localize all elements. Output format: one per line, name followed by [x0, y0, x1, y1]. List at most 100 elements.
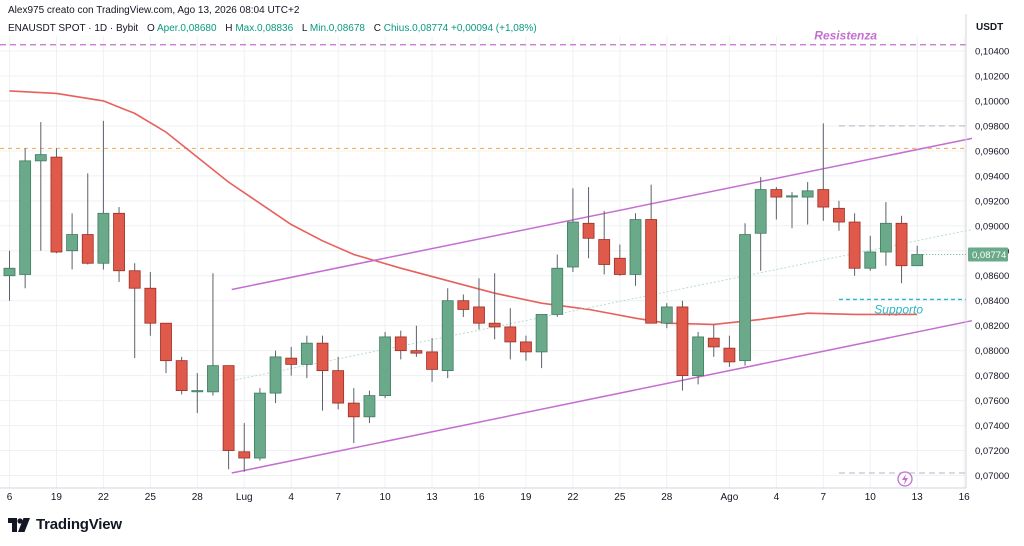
candle-body	[504, 326, 517, 343]
candle-up	[97, 120, 110, 270]
x-tick-label: 10	[380, 492, 392, 503]
y-tick-label: 0,08000	[975, 346, 1009, 357]
chart-credit: Alex975 creato con TradingView.com, Ago …	[8, 5, 300, 16]
candle-body	[488, 322, 501, 328]
candle-body	[723, 347, 736, 363]
y-tick-label: 0,09800	[975, 121, 1009, 132]
grid	[0, 36, 966, 488]
x-tick-label: 4	[774, 492, 780, 503]
candle-body	[316, 342, 329, 372]
candle-body	[660, 306, 673, 324]
candle-up	[864, 235, 877, 271]
symbol-name[interactable]: ENAUSDT SPOT · 1D · Bybit	[8, 23, 139, 34]
candles	[3, 120, 924, 472]
candle-up	[19, 148, 32, 289]
candle-down	[410, 325, 423, 357]
candle-body	[3, 267, 16, 277]
x-tick-label: 16	[959, 492, 971, 503]
candle-down	[598, 210, 611, 275]
candle-body	[770, 189, 783, 198]
candle-down	[645, 184, 658, 324]
y-tick-label: 0,09400	[975, 171, 1009, 182]
candle-body	[786, 195, 798, 198]
y-tick-label: 0,07800	[975, 371, 1009, 382]
candle-body	[520, 341, 532, 353]
x-tick-label: 6	[7, 492, 13, 503]
candle-up	[363, 390, 376, 424]
candle-body	[441, 300, 454, 372]
candle-down	[848, 213, 861, 276]
high-label: H	[225, 23, 233, 34]
candle-up	[786, 192, 798, 229]
candle-up	[207, 273, 219, 396]
candle-up	[253, 388, 266, 461]
candle-down	[504, 308, 517, 360]
candle-body	[707, 337, 720, 348]
candle-down	[488, 273, 501, 340]
candle-body	[692, 336, 704, 377]
candle-down	[457, 294, 470, 317]
candle-down	[770, 187, 783, 220]
y-tick-label: 0,08400	[975, 296, 1009, 307]
candle-up	[754, 177, 767, 271]
candle-down	[833, 200, 845, 231]
level-label-resistenza: Resistenza	[814, 29, 877, 43]
y-tick-label: 0,07000	[975, 471, 1009, 482]
x-tick-label: 19	[520, 492, 532, 503]
candle-down	[175, 356, 188, 395]
x-tick-label: 25	[614, 492, 626, 503]
x-tick-label: 10	[865, 492, 877, 503]
candle-body	[347, 402, 360, 418]
level-label-supporto: Supporto	[874, 302, 923, 316]
candle-up	[3, 250, 16, 301]
axes: 0,07000 0,07200 0,07400 0,07600 0,07800 0,080…	[0, 14, 1009, 503]
channel-midline	[231, 229, 973, 382]
candle-up	[441, 288, 454, 379]
candle-body	[645, 219, 658, 324]
candle-down	[347, 388, 360, 444]
candle-down	[285, 346, 298, 376]
last-price-tag	[968, 247, 1008, 262]
candle-up	[567, 188, 579, 272]
candle-up	[801, 182, 814, 225]
candle-body	[269, 356, 282, 394]
y-tick-label: 0,07200	[975, 446, 1009, 457]
candle-down	[426, 338, 438, 382]
x-tick-label: 28	[661, 492, 673, 503]
open-label: O	[147, 23, 155, 34]
candle-body	[473, 306, 485, 324]
candle-down	[160, 322, 172, 374]
x-tick-label: 19	[51, 492, 63, 503]
change-value: +0,00094 (+1,08%)	[451, 23, 537, 34]
y-tick-label: 0,10400	[975, 46, 1009, 57]
footer-brand: TradingView	[8, 516, 122, 533]
candle-up	[269, 350, 282, 404]
candle-down	[676, 300, 689, 391]
candle-up	[551, 254, 564, 317]
candle-body	[363, 395, 376, 418]
candle-body	[50, 156, 63, 253]
brand-name: TradingView	[36, 516, 122, 533]
candle-down	[723, 335, 736, 367]
candle-body	[238, 451, 251, 459]
moving-average	[9, 90, 918, 326]
candle-body	[817, 189, 830, 208]
candle-body	[253, 392, 266, 459]
x-tick-label: Lug	[236, 492, 253, 503]
candle-up	[692, 331, 704, 385]
candle-up	[911, 245, 924, 267]
candle-body	[97, 212, 110, 264]
candle-down	[81, 173, 94, 265]
y-tick-label: 0,10000	[975, 96, 1009, 107]
candle-body	[598, 239, 611, 265]
moving-average-line	[9, 90, 918, 326]
x-tick-label: 13	[426, 492, 438, 503]
candle-up	[660, 303, 673, 329]
candle-body	[285, 357, 298, 365]
candle-body	[300, 342, 313, 365]
x-tick-label: 28	[192, 492, 204, 503]
candle-body	[739, 234, 751, 362]
candle-body	[426, 351, 438, 370]
candle-body	[754, 189, 767, 234]
